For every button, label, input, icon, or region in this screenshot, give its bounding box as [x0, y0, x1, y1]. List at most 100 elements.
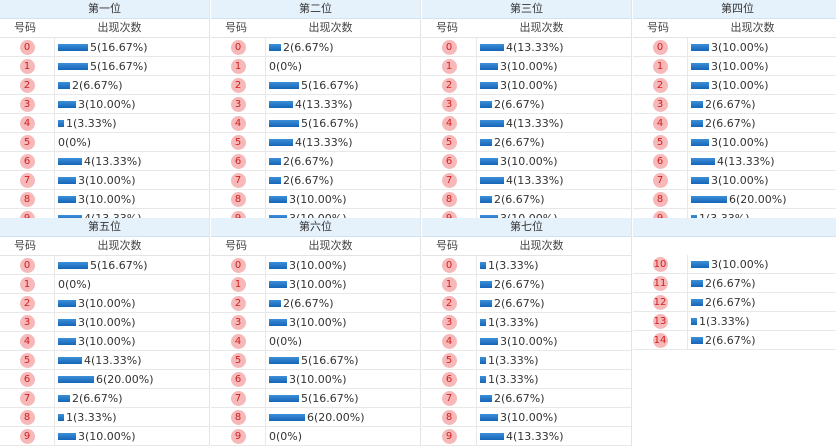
count-value: 3(10.00%): [289, 192, 347, 206]
number-cell: 8: [211, 408, 266, 426]
table-row: 0 5(16.67%): [0, 38, 209, 57]
count-value: 0(0%): [269, 429, 303, 443]
table-row: 5 5(16.67%): [211, 351, 420, 370]
count-value: 2(6.67%): [494, 296, 545, 310]
count-value: 5(16.67%): [301, 78, 359, 92]
table-row: 1 3(10.00%): [633, 57, 836, 76]
frequency-bar: [691, 100, 703, 108]
count-value: 1(3.33%): [66, 116, 117, 130]
number-cell: 1: [422, 57, 477, 75]
count-cell: 5(16.67%): [266, 389, 420, 407]
number-cell: 9: [422, 427, 477, 445]
table-row: 9 3(10.00%): [0, 427, 209, 446]
frequency-bar: [269, 195, 287, 203]
frequency-bar: [269, 394, 299, 402]
frequency-bar: [269, 261, 287, 269]
count-cell: 6(20.00%): [688, 190, 836, 208]
number-ball: 6: [441, 371, 457, 387]
number-ball: 13: [652, 313, 668, 329]
number-cell: 0: [0, 38, 55, 56]
table-row: 6 4(13.33%): [0, 152, 209, 171]
count-cell: 3(10.00%): [477, 57, 631, 75]
number-ball: 14: [652, 332, 668, 348]
table-row: 3 3(10.00%): [211, 313, 420, 332]
number-ball: 6: [230, 153, 246, 169]
count-value: 2(6.67%): [494, 277, 545, 291]
count-cell: 3(10.00%): [688, 171, 836, 189]
frequency-bar: [480, 432, 504, 440]
frequency-bar: [58, 81, 70, 89]
number-ball: 8: [19, 409, 35, 425]
count-value: 5(16.67%): [301, 116, 359, 130]
number-ball: 5: [230, 134, 246, 150]
number-column-header: 号码: [225, 21, 247, 34]
number-cell: 0: [0, 256, 55, 274]
count-value: 6(20.00%): [96, 372, 154, 386]
number-cell: 8: [633, 190, 688, 208]
count-cell: 4(13.33%): [477, 171, 631, 189]
number-cell: 2: [0, 76, 55, 94]
number-column-header: 号码: [14, 239, 36, 252]
count-value: 6(20.00%): [307, 410, 365, 424]
number-cell: 5: [0, 351, 55, 369]
number-cell: 0: [422, 256, 477, 274]
table-row: 14 2(6.67%): [633, 331, 836, 350]
number-cell: 7: [422, 171, 477, 189]
count-column-header: 出现次数: [519, 239, 564, 252]
count-cell: 2(6.67%): [688, 95, 836, 113]
number-column-header: 号码: [14, 21, 36, 34]
number-cell: 4: [633, 114, 688, 132]
column-header-row: 号码 出现次数: [211, 19, 420, 38]
number-ball: 0: [441, 39, 457, 55]
frequency-bar: [58, 413, 64, 421]
number-cell: 4: [0, 114, 55, 132]
number-ball: 7: [441, 390, 457, 406]
count-cell: 3(10.00%): [266, 313, 420, 331]
number-column-header: 号码: [225, 239, 247, 252]
table-row: 0 2(6.67%): [211, 38, 420, 57]
count-cell: 3(10.00%): [55, 95, 209, 113]
count-cell: 4(13.33%): [477, 38, 631, 56]
count-cell: 6(20.00%): [55, 370, 209, 388]
number-cell: 0: [633, 38, 688, 56]
count-value: 3(10.00%): [500, 78, 558, 92]
table-row: 8 2(6.67%): [422, 190, 631, 209]
table-row: 7 3(10.00%): [633, 171, 836, 190]
count-cell: 3(10.00%): [688, 76, 836, 94]
table-row: 6 4(13.33%): [633, 152, 836, 171]
table-row: 12 2(6.67%): [633, 293, 836, 312]
number-cell: 8: [422, 190, 477, 208]
table-row: 4 5(16.67%): [211, 114, 420, 133]
count-value: 3(10.00%): [500, 59, 558, 73]
count-cell: 1(3.33%): [477, 370, 631, 388]
position-panel: 第四位 号码 出现次数 0 3(10.00%) 1 3(10.00%) 2 3(10.00%) 3…: [633, 0, 836, 228]
number-cell: 0: [422, 38, 477, 56]
count-value: 4(13.33%): [506, 173, 564, 187]
number-ball: 8: [230, 409, 246, 425]
count-value: 1(3.33%): [488, 258, 539, 272]
count-cell: 1(3.33%): [477, 351, 631, 369]
number-cell: 2: [422, 294, 477, 312]
number-cell: 14: [633, 331, 688, 349]
table-row: 10 3(10.00%): [633, 255, 836, 274]
frequency-bar: [269, 413, 305, 421]
number-ball: 0: [19, 39, 35, 55]
frequency-bar: [480, 375, 486, 383]
count-cell: 3(10.00%): [477, 408, 631, 426]
frequency-bar: [480, 100, 492, 108]
table-row: 3 1(3.33%): [422, 313, 631, 332]
frequency-bar: [480, 138, 492, 146]
number-ball: 2: [230, 77, 246, 93]
count-value: 0(0%): [269, 334, 303, 348]
table-row: 6 6(20.00%): [0, 370, 209, 389]
count-value: 4(13.33%): [295, 97, 353, 111]
number-cell: 4: [211, 114, 266, 132]
number-cell: 4: [422, 114, 477, 132]
table-row: 0 3(10.00%): [211, 256, 420, 275]
number-ball: 3: [19, 96, 35, 112]
number-cell: 6: [0, 370, 55, 388]
number-ball: 3: [652, 96, 668, 112]
count-cell: 5(16.67%): [55, 38, 209, 56]
count-value: 2(6.67%): [705, 116, 756, 130]
count-cell: 2(6.67%): [688, 331, 836, 349]
